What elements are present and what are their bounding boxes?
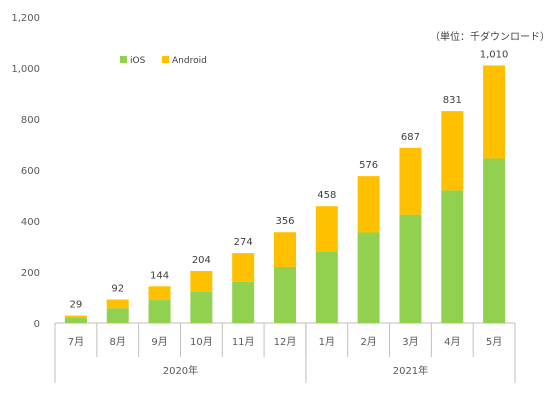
total-data-label: 458	[317, 190, 336, 201]
legend-swatch	[162, 56, 169, 63]
total-data-label: 687	[401, 132, 420, 143]
total-data-label: 29	[70, 300, 83, 311]
x-tick-label: 12月	[274, 336, 297, 348]
total-data-label: 1,010	[480, 49, 509, 60]
bar-segment-android	[232, 253, 255, 282]
bar-segment-ios	[441, 190, 464, 323]
total-data-label: 831	[443, 95, 462, 106]
x-group-label: 2020年	[163, 364, 198, 377]
x-tick-label: 3月	[402, 336, 418, 348]
legend-label: Android	[172, 56, 207, 66]
legend-swatch	[120, 56, 127, 63]
bar-segment-android	[399, 147, 422, 215]
x-tick-label: 4月	[444, 336, 460, 348]
labels-layer: 29 92 144 204 274 356 458 576 687 831 1,010	[70, 49, 509, 310]
bar-segment-android	[315, 206, 338, 252]
total-data-label: 204	[192, 255, 211, 266]
y-tick-label: 200	[21, 268, 40, 279]
x-tick-label: 5月	[486, 336, 502, 348]
x-tick-label: 1月	[319, 336, 335, 348]
bar-segment-ios	[315, 251, 338, 323]
total-data-label: 144	[150, 270, 169, 281]
unit-note: （単位：千ダウンロード）	[430, 32, 550, 43]
y-tick-label: 400	[21, 217, 40, 228]
bar-segment-android	[483, 65, 506, 159]
bar-segment-android	[64, 315, 87, 318]
bar-segment-ios	[357, 232, 380, 323]
bar-segment-android	[357, 176, 380, 233]
x-tick-label: 9月	[151, 336, 167, 348]
bar-segment-android	[106, 299, 129, 309]
axes-layer: 0 200 400 600 800 1,000 1,200 7月 8月 9月 10月 11月 12月 1月…	[11, 13, 516, 383]
legend: iOS Android	[120, 56, 207, 66]
y-tick-label: 800	[21, 115, 40, 126]
legend-label: iOS	[130, 56, 146, 66]
bar-segment-ios	[106, 308, 129, 323]
bar-segment-ios	[148, 300, 171, 323]
y-tick-label: 600	[21, 166, 40, 177]
bar-segment-android	[190, 270, 213, 292]
total-data-label: 92	[111, 284, 124, 295]
x-group-label: 2021年	[393, 364, 428, 377]
bars-layer	[64, 65, 506, 323]
x-tick-label: 8月	[110, 336, 126, 348]
bar-segment-ios	[232, 281, 255, 323]
bar-segment-ios	[399, 214, 422, 323]
y-tick-label: 1,200	[11, 13, 40, 24]
bar-segment-ios	[64, 317, 87, 323]
x-tick-label: 2月	[360, 336, 376, 348]
x-tick-label: 10月	[190, 336, 213, 348]
y-tick-label: 1,000	[11, 64, 40, 75]
bar-segment-ios	[483, 158, 506, 323]
total-data-label: 356	[275, 216, 294, 227]
x-tick-label: 7月	[68, 336, 84, 348]
bar-segment-android	[148, 286, 171, 301]
total-data-label: 274	[234, 237, 253, 248]
y-tick-label: 0	[34, 319, 40, 330]
bar-segment-android	[274, 232, 296, 267]
x-tick-label: 11月	[232, 336, 255, 348]
bar-segment-ios	[274, 266, 296, 323]
bar-segment-ios	[190, 291, 213, 323]
bar-segment-android	[441, 111, 464, 191]
total-data-label: 576	[359, 160, 378, 171]
